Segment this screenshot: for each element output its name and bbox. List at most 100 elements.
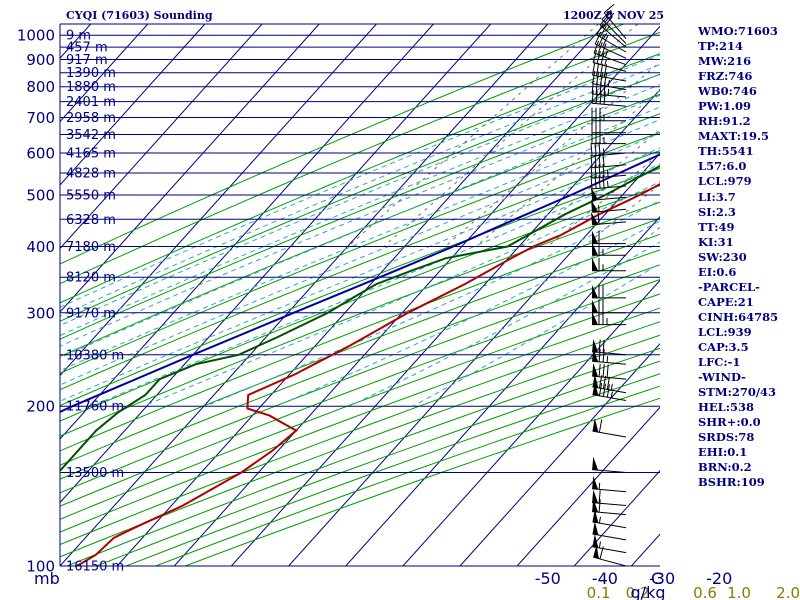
barb-feather [602, 17, 612, 29]
barb-feather [599, 25, 607, 38]
height-label: 4828 m [66, 167, 116, 182]
isotherm-line [573, 470, 660, 566]
height-label: 4165 m [66, 147, 116, 162]
barb-feather [606, 376, 610, 390]
barb-half-feather [605, 25, 611, 31]
barb-feather [592, 62, 596, 76]
barb-pennant [592, 381, 599, 396]
barb-half-feather [610, 383, 613, 391]
pressure-label: 400 [26, 238, 55, 256]
barb-feather [599, 14, 609, 26]
dry-adiabat-line [60, 24, 624, 265]
pressure-label: 300 [26, 304, 55, 322]
barb-pennant [592, 284, 598, 298]
barb-pennant [592, 498, 599, 513]
barb-half-feather [606, 356, 609, 363]
barb-feather [590, 142, 593, 157]
barb-pennant [592, 456, 599, 471]
index-item: L57:6.0 [698, 159, 747, 174]
height-label: 2958 m [66, 111, 116, 126]
barb-shaft [592, 185, 627, 190]
isotherm-line [60, 24, 263, 250]
index-item: MW:216 [698, 54, 752, 69]
barb-pennant [592, 230, 598, 244]
barb-half-feather [598, 541, 601, 548]
barb-feather [594, 164, 597, 178]
sounding-profiles [60, 152, 660, 566]
wind-barb [592, 299, 626, 314]
barb-pennant [592, 257, 598, 271]
dry-adiabat-line [60, 217, 660, 452]
pressure-label: 800 [26, 78, 55, 96]
barb-feather [595, 90, 598, 104]
barb-feather [592, 49, 597, 63]
dry-adiabat-line [60, 201, 660, 437]
index-item: FRZ:746 [698, 69, 753, 84]
barb-half-feather [607, 80, 610, 87]
barb-feather [603, 64, 608, 78]
barb-feather [598, 339, 601, 353]
isobars [59, 23, 660, 567]
pressure-label: 700 [26, 109, 55, 127]
isotherm-line [60, 24, 149, 123]
wind-barb [601, 9, 627, 44]
barb-shaft [592, 83, 627, 91]
index-item: LFC:-1 [698, 355, 741, 370]
barb-feather [602, 364, 605, 378]
pressure-label: 600 [26, 145, 55, 163]
dry-adiabat-line [60, 321, 660, 546]
barb-pennant [592, 533, 599, 548]
barb-feather [599, 90, 602, 104]
x-unit-label: mb [34, 569, 60, 588]
barb-pennant [592, 363, 599, 377]
isotherm-line [345, 216, 660, 566]
barb-shaft [592, 430, 627, 438]
barb-pennant [592, 509, 599, 523]
temperature-tick-label: -40 [592, 569, 618, 588]
wind-barb [592, 498, 627, 516]
isotherm-line [516, 406, 660, 566]
wind-barb [590, 164, 627, 179]
barb-feather [595, 81, 598, 95]
isotherm-line [116, 24, 606, 566]
dry-adiabat-line [60, 334, 660, 558]
isotherm-line [459, 343, 660, 566]
barb-shaft [592, 386, 627, 394]
index-item: TT:49 [698, 219, 735, 234]
height-label: 1880 m [66, 80, 116, 95]
dewpoint-profile [60, 152, 660, 473]
index-item: -PARCEL- [698, 279, 760, 294]
barb-shaft [592, 546, 627, 554]
barb-feather [598, 142, 601, 156]
barb-feather [596, 50, 601, 64]
celsius-label: C [651, 569, 662, 588]
isotherm-line [231, 89, 660, 566]
index-item: BRN:0.2 [698, 460, 752, 475]
wind-barb [592, 475, 627, 493]
station-title: CYQI (71603) Sounding [66, 9, 213, 22]
sounding-time: 1200Z 8 NOV 25 [563, 9, 664, 22]
background-lines [60, 24, 660, 566]
dry-adiabat-line [60, 293, 660, 520]
moist-adiabat-line [60, 63, 660, 317]
isotherm-line [173, 25, 660, 566]
wind-barb [592, 456, 627, 473]
index-item: SHR+:0.0 [698, 415, 761, 430]
barb-pennant [592, 338, 599, 353]
barb-feather [598, 490, 601, 504]
wind-barb [590, 174, 627, 190]
barb-feather [590, 154, 593, 168]
height-label: 5550 m [66, 189, 116, 204]
index-item: SI:2.3 [698, 204, 736, 219]
barb-shaft [603, 12, 627, 40]
temperature-profile [72, 183, 660, 566]
height-label: 2401 m [66, 95, 116, 110]
index-item: STM:270/43 [698, 385, 777, 400]
mixing-ratio-line [583, 183, 660, 247]
barb-half-feather [610, 391, 613, 398]
barb-shaft [592, 469, 627, 473]
barb-pennant [592, 374, 599, 388]
dry-adiabat-line [60, 307, 660, 533]
barb-feather [598, 33, 605, 46]
